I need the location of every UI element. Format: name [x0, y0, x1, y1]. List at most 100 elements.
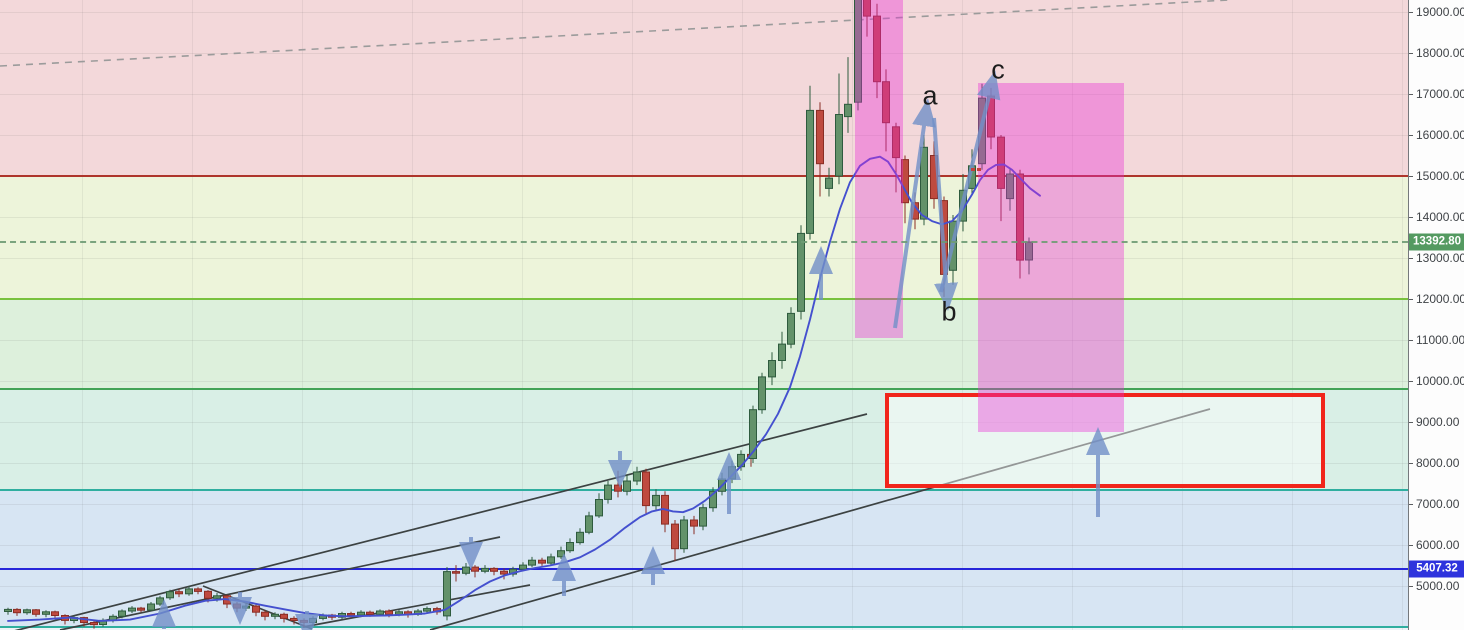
candle-body	[1016, 173, 1024, 261]
horizontal-gridline	[0, 381, 1408, 382]
axis-tick	[1409, 504, 1413, 505]
dashed-gray-trendline[interactable]	[0, 0, 1229, 67]
axis-tick	[1409, 463, 1413, 464]
vertical-gridline	[522, 0, 523, 630]
candle-body	[452, 571, 460, 574]
horizontal-gridline	[0, 422, 1408, 423]
price-axis[interactable]: 19000.00 18000.00 17000.00 16000.00 15000.00…	[1408, 0, 1464, 630]
candle-body	[892, 126, 900, 159]
wave-label-a[interactable]: a	[922, 80, 938, 111]
candle-body	[1006, 173, 1014, 200]
band-resistance-red	[0, 0, 1408, 176]
y-axis-label: 19000.00	[1416, 5, 1464, 19]
candle-body	[758, 376, 766, 411]
support-price-badge: 5407.32	[1409, 560, 1464, 578]
candle-body	[443, 571, 451, 617]
trendline-channel-support-long[interactable]	[10, 413, 868, 630]
candle-body	[642, 471, 650, 507]
trendline-fan-line-lower[interactable]	[59, 536, 501, 630]
candle-body	[652, 494, 660, 507]
level-line-5407.32[interactable]	[0, 568, 1408, 571]
horizontal-gridline	[0, 586, 1408, 587]
horizontal-gridline	[0, 94, 1408, 95]
vertical-gridline	[1402, 0, 1403, 630]
magenta-highlight-zone-1[interactable]	[855, 0, 903, 338]
candle-body	[768, 360, 776, 378]
band-below-4000	[0, 627, 1408, 630]
band-mid-green	[0, 299, 1408, 390]
annotation-arrows-layer	[152, 70, 1110, 630]
axis-tick	[1409, 422, 1413, 423]
wave-label-b[interactable]: b	[941, 296, 957, 327]
candle-body	[194, 588, 202, 592]
candle-body	[385, 610, 393, 615]
horizontal-gridline	[0, 258, 1408, 259]
candle-body	[787, 312, 795, 345]
axis-tick	[1409, 340, 1413, 341]
vertical-gridline	[1292, 0, 1293, 630]
y-axis-label: 6000.00	[1416, 538, 1460, 552]
candle-body	[709, 490, 717, 509]
candle-body	[490, 567, 498, 572]
y-axis-label: 14000.00	[1416, 210, 1464, 224]
vertical-gridline	[1072, 0, 1073, 630]
level-line-9800[interactable]	[0, 388, 1408, 391]
y-axis-label: 11000.00	[1416, 333, 1464, 347]
vertical-gridline	[962, 0, 963, 630]
candle-body	[185, 588, 193, 595]
level-line-7350[interactable]	[0, 488, 1408, 491]
trendline-base-rise-short[interactable]	[302, 584, 531, 628]
wave-label-c[interactable]: c	[991, 54, 1005, 85]
trendline-late-channel-support[interactable]	[429, 408, 1211, 630]
horizontal-gridline	[0, 217, 1408, 218]
candle-body	[271, 613, 279, 617]
candle-body	[749, 409, 757, 460]
candle-body	[576, 531, 584, 544]
y-axis-label: 5000.00	[1416, 579, 1460, 593]
vertical-gridline	[1182, 0, 1183, 630]
candle-body	[566, 542, 574, 552]
band-upper-yellow-green	[0, 176, 1408, 299]
magenta-highlight-zone-2[interactable]	[978, 83, 1124, 432]
level-line-4000[interactable]	[0, 626, 1408, 628]
axis-tick	[1409, 545, 1413, 546]
axis-tick	[1409, 299, 1413, 300]
candle-body	[175, 591, 183, 595]
candle-body	[4, 608, 12, 613]
vertical-gridline	[742, 0, 743, 630]
candle-body	[920, 146, 928, 220]
axis-tick	[1409, 381, 1413, 382]
candle-body	[252, 605, 260, 613]
candle-body	[423, 608, 431, 612]
candle-body	[825, 177, 833, 189]
axis-tick	[1409, 53, 1413, 54]
horizontal-gridline	[0, 463, 1408, 464]
candle-body	[23, 609, 31, 614]
vertical-gridline	[302, 0, 303, 630]
candle-body	[137, 607, 145, 611]
axis-tick	[1409, 258, 1413, 259]
y-axis-label: 13000.00	[1416, 251, 1464, 265]
y-axis-label: 15000.00	[1416, 169, 1464, 183]
wave-b-arrow[interactable]	[932, 117, 958, 311]
candle-body	[585, 515, 593, 533]
chart-plot-area[interactable]: a b c	[0, 0, 1408, 630]
level-line-12000[interactable]	[0, 298, 1408, 300]
horizontal-gridline	[0, 545, 1408, 546]
candle-body	[204, 590, 212, 599]
candle-body	[690, 519, 698, 527]
level-line-15000[interactable]	[0, 175, 1408, 177]
candle-body	[854, 0, 862, 103]
candle-body	[51, 611, 59, 616]
wave-c-arrow[interactable]	[939, 70, 1001, 293]
wave-a-arrow[interactable]	[893, 98, 936, 329]
candles-and-trendlines-layer	[0, 0, 1229, 630]
vertical-gridline	[412, 0, 413, 630]
candle-body	[90, 622, 98, 626]
y-axis-label: 17000.00	[1416, 87, 1464, 101]
current-price-dashed-line	[0, 240, 1408, 243]
axis-tick	[1409, 135, 1413, 136]
candle-body	[901, 159, 909, 204]
candle-body	[500, 570, 508, 575]
candle-body	[797, 232, 805, 312]
